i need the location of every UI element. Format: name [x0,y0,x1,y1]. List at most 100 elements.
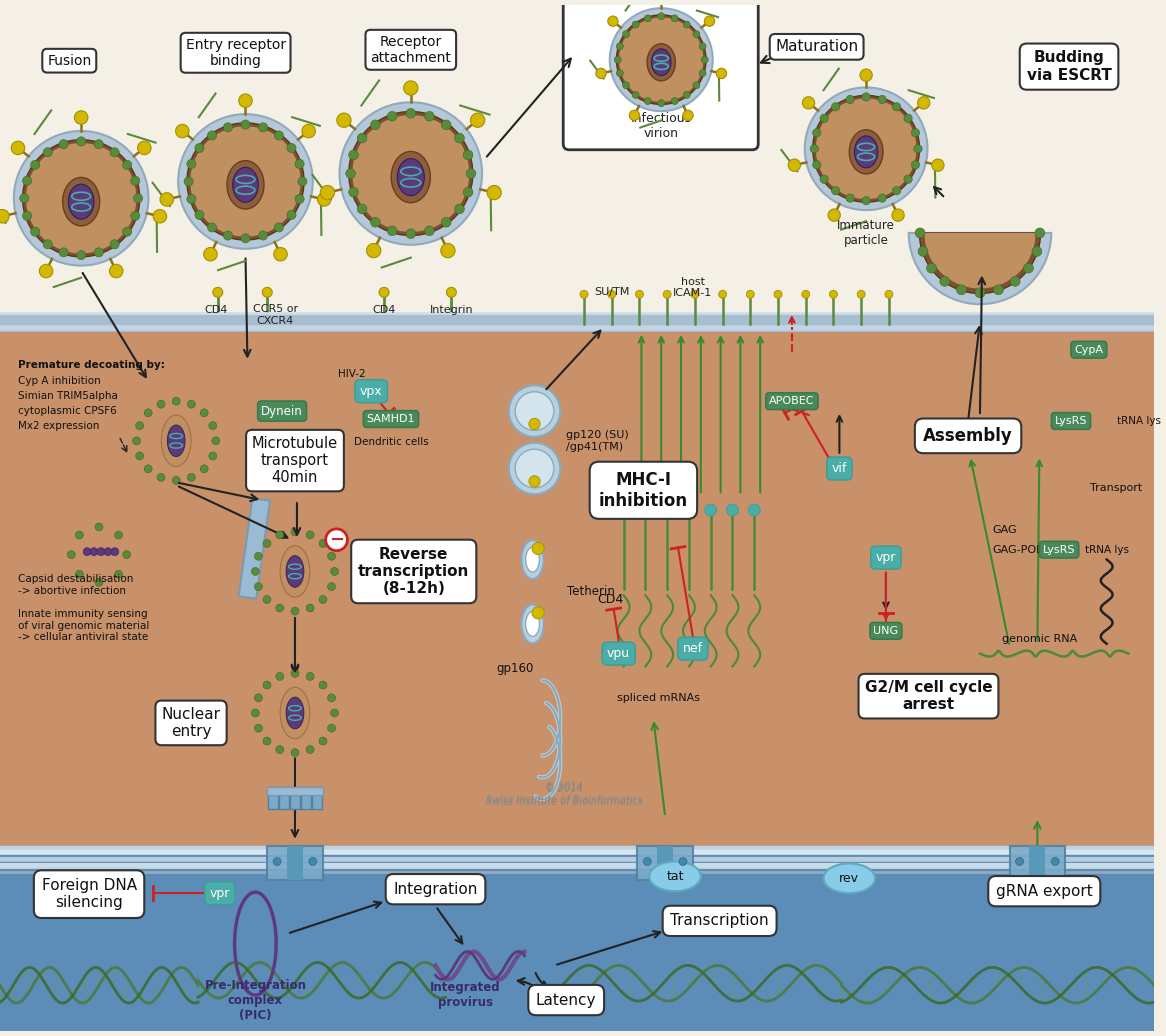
Circle shape [131,176,140,185]
Ellipse shape [167,425,185,457]
Circle shape [307,746,314,753]
Circle shape [406,229,415,238]
Circle shape [635,290,644,298]
Circle shape [1032,247,1042,256]
Text: Immature
particle: Immature particle [837,219,895,247]
Circle shape [43,239,52,249]
Circle shape [59,248,68,257]
Circle shape [173,397,181,405]
Circle shape [632,91,639,98]
Ellipse shape [652,49,670,76]
Circle shape [309,858,317,865]
Circle shape [716,68,726,79]
FancyBboxPatch shape [563,0,758,150]
Circle shape [276,604,283,612]
Wedge shape [908,233,1052,305]
Circle shape [387,112,398,121]
Circle shape [187,160,196,169]
Circle shape [645,97,652,105]
Bar [1010,845,1065,881]
Circle shape [829,290,837,298]
Circle shape [212,437,219,444]
Circle shape [94,140,104,149]
Text: Receptor
attachment: Receptor attachment [371,34,451,65]
Circle shape [188,473,196,482]
Circle shape [1016,858,1024,865]
Circle shape [683,110,693,120]
Circle shape [176,124,189,138]
Circle shape [328,552,336,560]
Ellipse shape [526,547,540,572]
Circle shape [623,31,630,37]
Circle shape [254,694,262,701]
Text: Infectious
virion: Infectious virion [631,112,691,140]
Text: vpr: vpr [210,887,230,899]
Text: UNG: UNG [873,626,899,636]
Circle shape [224,123,232,132]
Circle shape [656,0,667,3]
Circle shape [658,99,665,107]
Circle shape [22,176,31,185]
Bar [268,787,279,809]
Ellipse shape [161,415,191,466]
Circle shape [862,93,870,102]
Text: SU/TM: SU/TM [593,287,630,297]
Ellipse shape [623,19,700,100]
Circle shape [110,239,119,249]
Bar [239,498,271,599]
Circle shape [632,21,639,28]
Circle shape [892,186,901,195]
Ellipse shape [30,144,132,252]
Circle shape [683,505,695,516]
Circle shape [802,96,815,109]
Circle shape [262,287,272,297]
Circle shape [252,709,259,717]
Circle shape [178,114,312,249]
Circle shape [346,169,356,178]
Circle shape [133,437,141,444]
Circle shape [110,264,122,278]
Circle shape [912,128,920,137]
Circle shape [813,95,920,202]
Circle shape [30,227,40,236]
Circle shape [700,69,707,77]
Text: Budding
via ESCRT: Budding via ESCRT [1026,51,1111,83]
Circle shape [718,290,726,298]
Circle shape [932,160,944,171]
Circle shape [276,672,283,681]
Circle shape [339,103,482,244]
Circle shape [83,548,91,555]
Circle shape [131,211,140,221]
Circle shape [135,452,143,460]
Circle shape [209,422,217,430]
Circle shape [208,223,217,232]
Circle shape [726,505,738,516]
Circle shape [424,226,434,235]
Bar [638,845,693,881]
Circle shape [187,195,196,204]
Circle shape [264,737,271,745]
Circle shape [94,248,104,257]
Circle shape [912,161,920,169]
Ellipse shape [69,184,94,220]
Circle shape [145,465,152,472]
Ellipse shape [195,127,296,235]
Circle shape [157,400,166,408]
Circle shape [204,248,217,261]
Ellipse shape [855,136,878,168]
Circle shape [878,194,886,202]
Circle shape [43,148,52,156]
Circle shape [307,530,314,539]
Bar [1049,545,1077,553]
Circle shape [862,197,870,205]
Circle shape [195,143,204,152]
Circle shape [264,596,271,603]
Circle shape [319,681,326,689]
Circle shape [208,131,217,140]
Ellipse shape [820,99,912,198]
Circle shape [927,263,936,274]
Bar [279,787,289,809]
Circle shape [617,42,624,50]
Circle shape [337,113,351,127]
Circle shape [328,694,336,701]
